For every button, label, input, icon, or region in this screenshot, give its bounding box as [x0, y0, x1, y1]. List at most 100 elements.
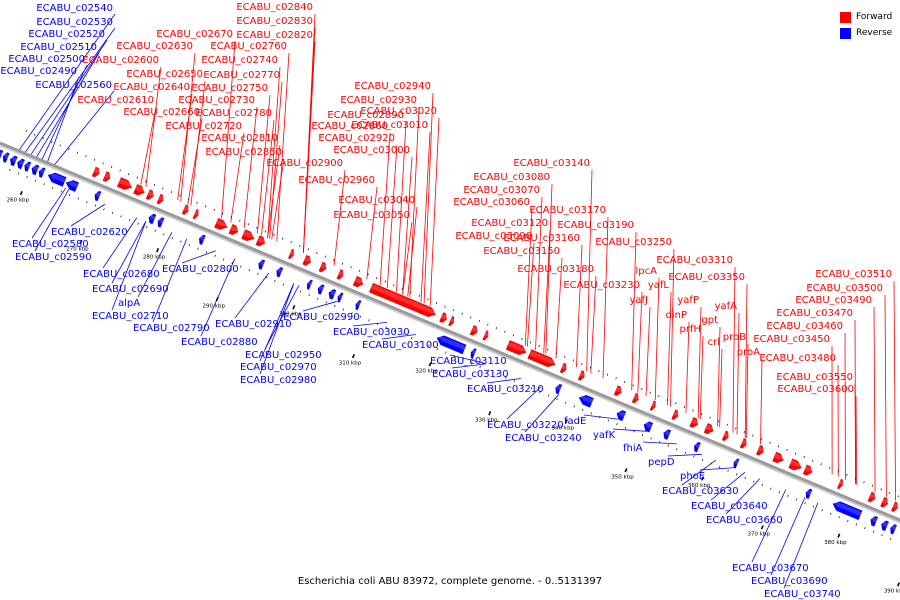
minor-tick — [428, 344, 430, 347]
forward-gene-label: ECABU_c03140 — [513, 158, 590, 169]
callout-leader-line — [855, 395, 858, 485]
minor-tick — [889, 537, 892, 540]
callout-leader-line — [555, 257, 563, 359]
callout-leader-line — [681, 459, 717, 486]
callout-leader-line — [725, 478, 761, 515]
forward-gene-arrow — [368, 282, 437, 318]
callout-leader-line — [535, 196, 543, 351]
callout-leader-line — [256, 94, 271, 234]
reverse-gene-label: ECABU_c02530 — [36, 17, 113, 28]
minor-tick — [607, 419, 610, 422]
minor-tick — [452, 309, 455, 312]
minor-tick — [51, 140, 53, 143]
minor-tick — [401, 287, 404, 290]
callout-leader-line — [486, 378, 521, 384]
minor-tick — [411, 337, 413, 340]
forward-gene-label: ECABU_c03080 — [473, 172, 550, 183]
forward-gene-label: ECABU_c02610 — [77, 95, 154, 106]
reverse-gene-arrow — [24, 161, 32, 173]
forward-gene-arrow — [133, 183, 146, 196]
reverse-gene-label: ECABU_c02980 — [240, 375, 317, 386]
callout-leader-line — [590, 275, 597, 374]
reverse-swatch — [840, 27, 851, 39]
minor-tick — [539, 390, 541, 394]
minor-tick — [385, 326, 387, 329]
forward-gene-arrow — [439, 312, 448, 323]
minor-tick — [137, 222, 139, 225]
minor-tick — [76, 151, 79, 154]
callout-leader-line — [506, 386, 542, 420]
minor-tick — [265, 276, 268, 279]
forward-gene-label: ECABU_c02820 — [236, 30, 313, 41]
minor-tick — [479, 365, 481, 368]
minor-tick — [187, 198, 190, 201]
minor-tick — [693, 455, 695, 458]
minor-tick — [86, 201, 88, 204]
callout-leader-line — [745, 343, 749, 439]
callout-leader-line — [45, 76, 80, 166]
forward-gene-label: ECABU_c03310 — [656, 255, 733, 266]
minor-tick — [650, 437, 652, 440]
forward-gene-label: ECABU_c02890 — [327, 110, 404, 121]
minor-tick — [34, 179, 37, 182]
callout-leader-line — [631, 231, 637, 391]
callout-leader-line — [744, 283, 748, 438]
forward-gene-label: proB — [723, 332, 746, 343]
callout-leader-line — [102, 217, 138, 269]
minor-tick — [505, 376, 507, 379]
forward-gene-arrow — [505, 340, 527, 356]
minor-tick — [880, 488, 882, 491]
reverse-gene-label: ECABU_c03100 — [362, 340, 439, 351]
minor-tick — [171, 236, 174, 240]
scale-tick-label: 360 kbp — [688, 483, 711, 489]
scale-tick — [760, 525, 764, 530]
callout-leader-line — [271, 158, 285, 240]
reverse-gene-label: alpA — [118, 298, 140, 309]
reverse-gene-arrow — [9, 155, 18, 167]
scale-tick — [701, 476, 705, 481]
minor-tick — [461, 312, 463, 315]
scale-tick — [564, 419, 568, 424]
minor-tick — [393, 284, 395, 287]
reverse-gene-arrow — [317, 284, 325, 295]
minor-tick — [838, 516, 840, 519]
minor-tick — [316, 297, 319, 300]
forward-gene-label: yafJ — [629, 295, 648, 306]
forward-gene-label: ECABU_c02770 — [203, 70, 280, 81]
forward-gene-label: ECABU_c02670 — [156, 29, 233, 40]
minor-tick — [418, 294, 421, 297]
callout-leader-line — [111, 221, 147, 284]
scale-tick — [896, 582, 900, 587]
minor-tick — [163, 233, 165, 236]
reverse-gene-label: ECABU_c03740 — [764, 589, 841, 600]
reverse-gene-arrow — [38, 167, 46, 179]
forward-gene-label: ECABU_c02940 — [354, 81, 431, 92]
forward-gene-arrow — [689, 416, 699, 428]
callout-leader-line — [893, 280, 896, 501]
scale-tick — [79, 239, 83, 245]
reverse-gene-label: ECABU_c02580 — [12, 239, 89, 250]
minor-tick — [590, 412, 592, 415]
forward-gene-label: proA — [737, 347, 760, 358]
forward-gene-label: crl — [708, 337, 720, 348]
minor-tick — [102, 162, 104, 165]
minor-tick — [753, 480, 755, 483]
minor-tick — [582, 408, 584, 411]
minor-tick — [863, 481, 865, 484]
callout-leader-line — [51, 90, 115, 169]
callout-leader-line — [267, 66, 281, 238]
minor-tick — [589, 366, 592, 369]
minor-tick — [145, 180, 147, 183]
forward-gene-label: ECABU_c03010 — [351, 120, 428, 131]
forward-gene-label: ECABU_c03460 — [766, 321, 843, 332]
minor-tick — [299, 290, 302, 293]
reverse-gene-arrow — [663, 429, 672, 441]
reverse-gene-label: ECABU_c02680 — [83, 269, 160, 280]
callout-leader-line — [667, 453, 702, 457]
forward-gene-label: ECABU_c02740 — [201, 55, 278, 66]
reverse-gene-arrow — [94, 190, 102, 202]
minor-tick — [25, 130, 27, 133]
reverse-gene-label: ECABU_c03130 — [432, 369, 509, 380]
